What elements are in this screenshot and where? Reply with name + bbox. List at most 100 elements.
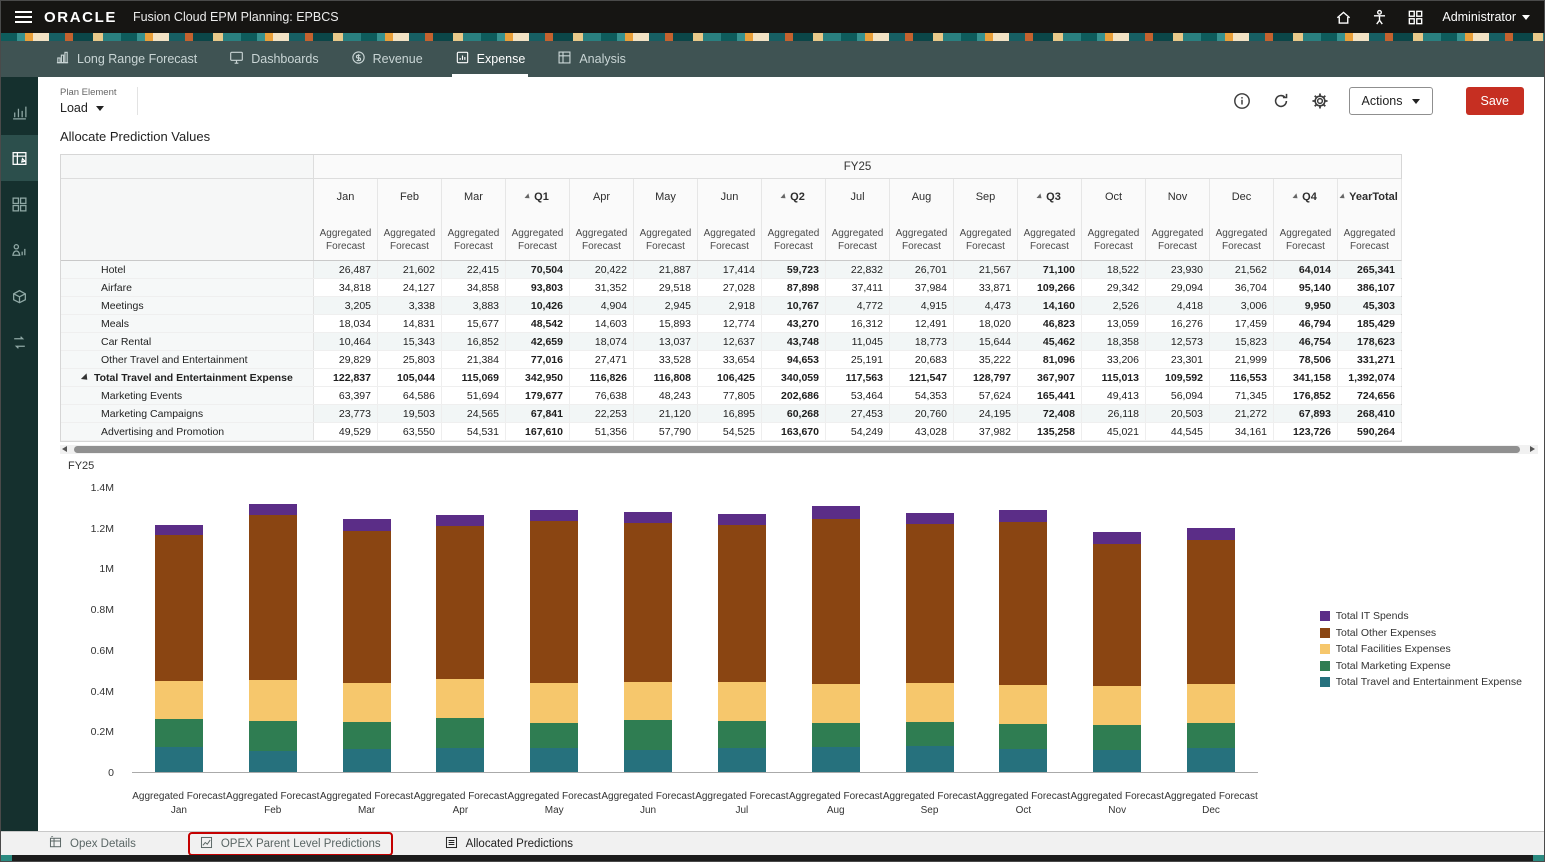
grid-cell[interactable]: 57,790 — [634, 423, 698, 440]
sidebar-rules-icon[interactable] — [1, 319, 38, 365]
waffle-grid-icon[interactable] — [1406, 8, 1424, 26]
grid-cell[interactable]: 109,266 — [1018, 279, 1082, 296]
segment-total-facilities-expenses[interactable] — [905, 683, 954, 722]
grid-cell[interactable]: 122,837 — [314, 369, 378, 386]
grid-cell[interactable]: 27,028 — [698, 279, 762, 296]
segment-total-other-expenses[interactable] — [999, 522, 1048, 685]
stacked-bar-mar[interactable] — [342, 488, 391, 772]
grid-cell[interactable]: 4,473 — [954, 297, 1018, 314]
segment-total-it-spends[interactable] — [436, 515, 485, 527]
grid-cell[interactable]: 167,610 — [506, 423, 570, 440]
grid-cell[interactable]: 17,459 — [1210, 315, 1274, 332]
grid-cell[interactable]: 42,659 — [506, 333, 570, 350]
grid-cell[interactable]: 163,670 — [762, 423, 826, 440]
grid-cell[interactable]: 77,805 — [698, 387, 762, 404]
grid-cell[interactable]: 12,491 — [890, 315, 954, 332]
grid-cell[interactable]: 22,253 — [570, 405, 634, 422]
segment-total-travel-and-entertainment-expense[interactable] — [717, 748, 766, 772]
grid-cell[interactable]: 34,161 — [1210, 423, 1274, 440]
grid-cell[interactable]: 94,653 — [762, 351, 826, 368]
grid-cell[interactable]: 128,797 — [954, 369, 1018, 386]
grid-cell[interactable]: 12,774 — [698, 315, 762, 332]
segment-total-travel-and-entertainment-expense[interactable] — [342, 748, 391, 772]
grid-cell[interactable]: 15,343 — [378, 333, 442, 350]
column-header-jul[interactable]: Jul Aggregated Forecast — [826, 179, 890, 260]
grid-cell[interactable]: 16,312 — [826, 315, 890, 332]
grid-cell[interactable]: 115,069 — [442, 369, 506, 386]
grid-cell[interactable]: 109,592 — [1146, 369, 1210, 386]
grid-cell[interactable]: 51,694 — [442, 387, 506, 404]
grid-cell[interactable]: 23,930 — [1146, 261, 1210, 278]
grid-cell[interactable]: 77,016 — [506, 351, 570, 368]
stacked-bar-may[interactable] — [530, 488, 579, 772]
column-header-jan[interactable]: Jan Aggregated Forecast — [314, 179, 378, 260]
segment-total-facilities-expenses[interactable] — [717, 682, 766, 721]
legend-item-total-other-expenses[interactable]: Total Other Expenses — [1319, 627, 1522, 639]
grid-cell[interactable]: 25,191 — [826, 351, 890, 368]
column-header-q4[interactable]: Q4 Aggregated Forecast — [1274, 179, 1338, 260]
grid-cell[interactable]: 22,832 — [826, 261, 890, 278]
tab-expense[interactable]: Expense — [451, 41, 529, 77]
grid-cell[interactable]: 12,573 — [1146, 333, 1210, 350]
grid-cell[interactable]: 4,915 — [890, 297, 954, 314]
grid-cell[interactable]: 37,982 — [954, 423, 1018, 440]
segment-total-marketing-expense[interactable] — [999, 724, 1048, 749]
segment-total-it-spends[interactable] — [1187, 528, 1236, 541]
scroll-right-icon[interactable] — [1530, 446, 1535, 452]
grid-cell[interactable]: 21,384 — [442, 351, 506, 368]
scrollbar-thumb[interactable] — [74, 446, 1520, 453]
grid-cell[interactable]: 27,453 — [826, 405, 890, 422]
grid-cell[interactable]: 45,303 — [1338, 297, 1402, 314]
grid-cell[interactable]: 70,504 — [506, 261, 570, 278]
refresh-icon[interactable] — [1271, 91, 1291, 111]
grid-cell[interactable]: 33,206 — [1082, 351, 1146, 368]
grid-cell[interactable]: 3,883 — [442, 297, 506, 314]
grid-cell[interactable]: 56,094 — [1146, 387, 1210, 404]
legend-item-total-facilities-expenses[interactable]: Total Facilities Expenses — [1319, 643, 1522, 655]
segment-total-other-expenses[interactable] — [248, 514, 297, 681]
segment-total-other-expenses[interactable] — [154, 534, 203, 681]
segment-total-other-expenses[interactable] — [436, 526, 485, 680]
accessibility-icon[interactable] — [1370, 8, 1388, 26]
segment-total-other-expenses[interactable] — [1093, 543, 1142, 686]
expand-triangle-icon[interactable] — [1292, 193, 1300, 201]
grid-cell[interactable]: 121,547 — [890, 369, 954, 386]
grid-cell[interactable]: 12,637 — [698, 333, 762, 350]
segment-total-it-spends[interactable] — [905, 512, 954, 524]
grid-cell[interactable]: 178,623 — [1338, 333, 1402, 350]
grid-cell[interactable]: 34,858 — [442, 279, 506, 296]
segment-total-marketing-expense[interactable] — [717, 720, 766, 749]
grid-cell[interactable]: 179,677 — [506, 387, 570, 404]
grid-cell[interactable]: 117,563 — [826, 369, 890, 386]
segment-total-marketing-expense[interactable] — [624, 720, 673, 751]
column-header-oct[interactable]: Oct Aggregated Forecast — [1082, 179, 1146, 260]
expand-triangle-icon[interactable] — [780, 193, 788, 201]
segment-total-facilities-expenses[interactable] — [999, 684, 1048, 725]
grid-cell[interactable]: 106,425 — [698, 369, 762, 386]
grid-cell[interactable]: 18,020 — [954, 315, 1018, 332]
grid-cell[interactable]: 21,272 — [1210, 405, 1274, 422]
column-header-mar[interactable]: Mar Aggregated Forecast — [442, 179, 506, 260]
grid-cell[interactable]: 16,852 — [442, 333, 506, 350]
grid-cell[interactable]: 202,686 — [762, 387, 826, 404]
grid-cell[interactable]: 19,503 — [378, 405, 442, 422]
segment-total-facilities-expenses[interactable] — [436, 679, 485, 718]
grid-cell[interactable]: 45,021 — [1082, 423, 1146, 440]
grid-cell[interactable]: 67,841 — [506, 405, 570, 422]
row-label-airfare[interactable]: Airfare — [61, 279, 314, 296]
tab-long-range-forecast[interactable]: Long Range Forecast — [52, 41, 200, 77]
grid-cell[interactable]: 37,984 — [890, 279, 954, 296]
legend-item-total-it-spends[interactable]: Total IT Spends — [1319, 610, 1522, 622]
scroll-left-icon[interactable] — [62, 446, 67, 452]
segment-total-travel-and-entertainment-expense[interactable] — [1093, 749, 1142, 772]
segment-total-it-spends[interactable] — [154, 524, 203, 535]
grid-cell[interactable]: 71,345 — [1210, 387, 1274, 404]
grid-cell[interactable]: 17,414 — [698, 261, 762, 278]
segment-total-travel-and-entertainment-expense[interactable] — [248, 750, 297, 772]
grid-cell[interactable]: 23,301 — [1146, 351, 1210, 368]
grid-cell[interactable]: 18,034 — [314, 315, 378, 332]
bottom-tab-allocated-predictions[interactable]: Allocated Predictions — [445, 836, 573, 852]
grid-cell[interactable]: 342,950 — [506, 369, 570, 386]
grid-cell[interactable]: 331,271 — [1338, 351, 1402, 368]
row-label-hotel[interactable]: Hotel — [61, 261, 314, 278]
